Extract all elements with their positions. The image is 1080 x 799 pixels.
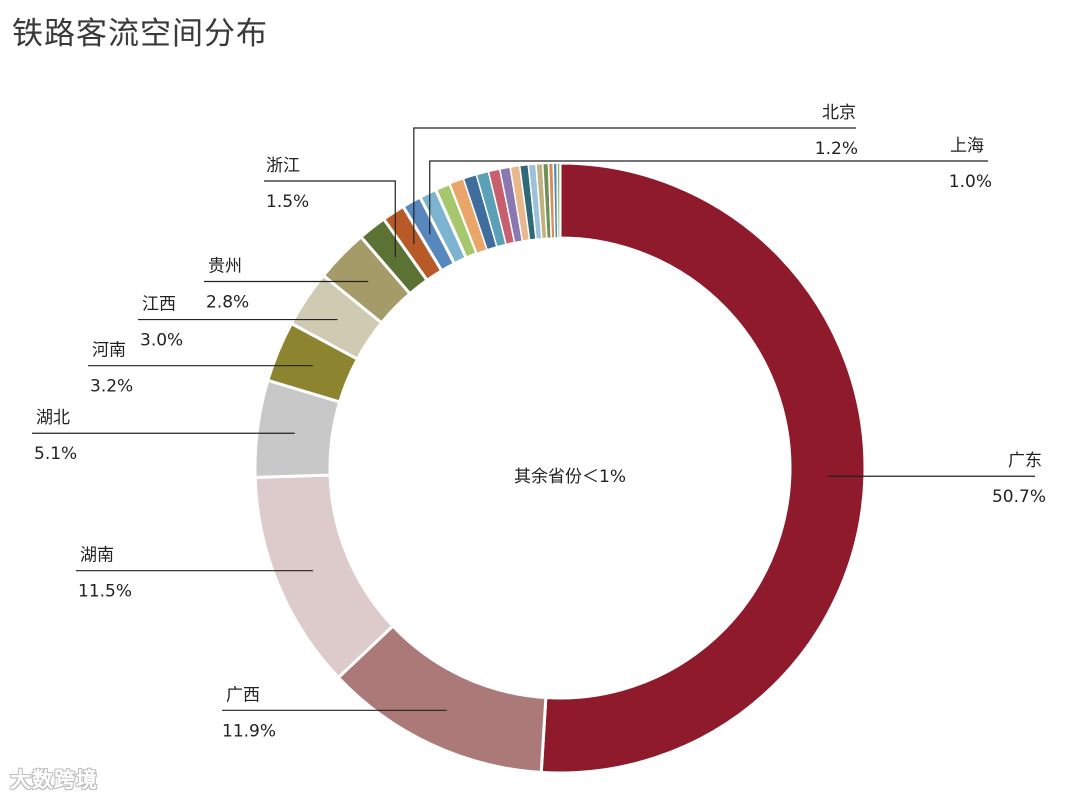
slice-name-label-湖北: 湖北 bbox=[36, 408, 70, 428]
slice-name-label-江西: 江西 bbox=[142, 295, 176, 315]
chart-title: 铁路客流空间分布 bbox=[12, 16, 268, 52]
slice-value-label-上海: 1.0% bbox=[949, 172, 992, 192]
slice-name-label-湖南: 湖南 bbox=[80, 546, 114, 566]
center-label: 其余省份＜1% bbox=[514, 467, 626, 487]
slice-value-label-贵州: 2.8% bbox=[206, 292, 249, 312]
leader-line-北京 bbox=[413, 127, 856, 244]
slice-labels-group: 广东 50.7% 广西 11.9% 湖南 11.5% 湖北 5.1% 河南 3.2% 江西 3.0% 贵… bbox=[34, 103, 1046, 741]
slice-name-label-河南: 河南 bbox=[92, 341, 126, 361]
slice-湖南 bbox=[253, 473, 395, 680]
slice-value-label-湖北: 5.1% bbox=[34, 444, 77, 464]
slice-value-label-江西: 3.0% bbox=[140, 331, 183, 351]
slice-name-label-广西: 广西 bbox=[226, 685, 260, 705]
slice-value-label-广西: 11.9% bbox=[222, 721, 276, 741]
slices-group bbox=[253, 161, 867, 775]
slice-value-label-浙江: 1.5% bbox=[266, 192, 309, 212]
leader-line-浙江 bbox=[264, 180, 396, 258]
watermark: 大数跨境 bbox=[10, 768, 98, 792]
slice-value-label-广东: 50.7% bbox=[992, 487, 1046, 507]
slice-name-label-浙江: 浙江 bbox=[266, 156, 300, 176]
slice-name-label-上海: 上海 bbox=[950, 136, 984, 156]
leader-line-上海 bbox=[429, 160, 988, 235]
slice-name-label-北京: 北京 bbox=[822, 103, 856, 123]
slice-minor-24 bbox=[556, 162, 561, 239]
slice-value-label-北京: 1.2% bbox=[815, 139, 858, 159]
slice-name-label-贵州: 贵州 bbox=[208, 256, 242, 276]
leader-lines-group bbox=[32, 127, 1035, 711]
slice-value-label-湖南: 11.5% bbox=[78, 582, 132, 602]
slice-广东 bbox=[539, 161, 867, 775]
slice-name-label-广东: 广东 bbox=[1008, 451, 1042, 471]
slice-value-label-河南: 3.2% bbox=[90, 377, 133, 397]
